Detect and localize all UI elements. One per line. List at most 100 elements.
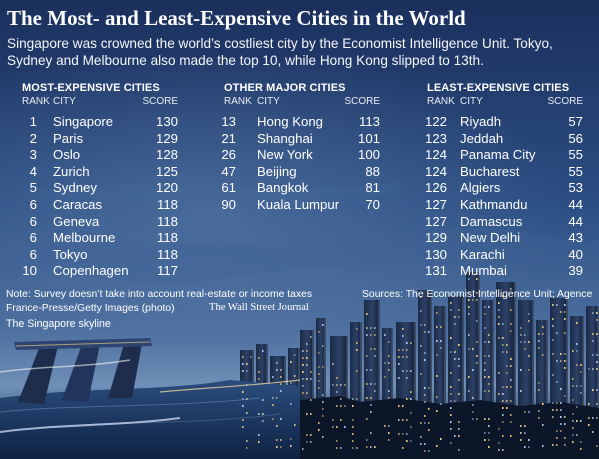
window-light [398, 349, 400, 351]
score-cell: 113 [358, 114, 380, 129]
table-row: 6 Tokyo 118 [22, 247, 182, 264]
window-light [424, 450, 426, 452]
table-row: 6 Geneva 118 [22, 214, 182, 231]
window-light [388, 341, 390, 343]
window-light [552, 444, 554, 446]
window-light [352, 398, 354, 400]
window-light [552, 374, 554, 376]
rank-cell: 6 [29, 246, 37, 262]
window-light [336, 405, 338, 407]
window-light [272, 404, 274, 406]
window-light [528, 411, 530, 413]
window-light [506, 351, 508, 353]
score-header: SCORE [142, 96, 178, 107]
table-row: 1 Singapore 130 [22, 114, 182, 131]
window-light [560, 311, 562, 313]
window-light [310, 441, 312, 443]
window-light [340, 398, 342, 400]
window-light [366, 383, 368, 385]
window-light [366, 334, 368, 336]
window-light [510, 365, 512, 367]
window-light [476, 341, 478, 343]
window-light [322, 401, 324, 403]
window-light [366, 327, 368, 329]
window-light [290, 361, 292, 363]
window-light [552, 304, 554, 306]
window-light [332, 363, 334, 365]
window-light [246, 370, 248, 372]
window-light [410, 391, 412, 393]
window-light [398, 356, 400, 358]
window-light [318, 380, 320, 382]
window-light [406, 433, 408, 435]
window-light [484, 355, 486, 357]
rank-cell: 123 [424, 130, 447, 146]
window-light [424, 331, 426, 333]
page-subtitle: Singapore was crowned the world’s costli… [7, 36, 553, 68]
window-light [306, 350, 308, 352]
window-light [374, 334, 376, 336]
score-cell: 57 [568, 114, 583, 129]
window-light [596, 368, 598, 370]
rank-cell: 5 [29, 180, 37, 196]
skyline-tower [382, 328, 393, 459]
window-light [322, 366, 324, 368]
window-light [502, 414, 504, 416]
window-light [322, 408, 324, 410]
window-light [374, 355, 376, 357]
window-light [498, 442, 500, 444]
window-light [596, 361, 598, 363]
window-light [564, 332, 566, 334]
table-row: 6 Caracas 118 [22, 197, 182, 214]
window-light [352, 426, 354, 428]
window-light [472, 404, 474, 406]
window-light [242, 398, 244, 400]
window-light [262, 399, 264, 401]
window-light [524, 334, 526, 336]
window-light [366, 446, 368, 448]
window-light [406, 349, 408, 351]
window-light [246, 398, 248, 400]
window-light [374, 327, 376, 329]
city-cell: New Delhi [460, 230, 521, 246]
window-light [552, 325, 554, 327]
window-light [502, 386, 504, 388]
window-light [370, 411, 372, 413]
window-light [542, 403, 544, 405]
window-light [410, 440, 412, 442]
window-light [572, 434, 574, 436]
city-cell: Zurich [53, 163, 90, 179]
window-light [556, 444, 558, 446]
window-light [242, 356, 244, 358]
city-cell: Sydney [53, 180, 97, 196]
window-light [366, 418, 368, 420]
window-light [484, 313, 486, 315]
window-light [280, 418, 282, 420]
window-light [280, 439, 282, 441]
window-light [242, 405, 244, 407]
city-cell: Mumbai [460, 263, 507, 279]
window-light [556, 409, 558, 411]
window-light [428, 331, 430, 333]
window-light [560, 409, 562, 411]
window-light [440, 326, 442, 328]
window-light [476, 292, 478, 294]
city-cell: Caracas [53, 196, 103, 212]
window-light [374, 390, 376, 392]
window-light [294, 424, 296, 426]
window-light [302, 392, 304, 394]
window-light [488, 439, 490, 441]
score-header: SCORE [344, 96, 380, 107]
table-row: 124 Bucharest 55 [425, 164, 585, 181]
window-light [472, 348, 474, 350]
window-light [588, 368, 590, 370]
rank-cell: 6 [29, 213, 37, 229]
window-light [402, 419, 404, 421]
window-light [356, 328, 358, 330]
window-light [336, 377, 338, 379]
window-light [352, 405, 354, 407]
window-light [454, 316, 456, 318]
window-light [450, 428, 452, 430]
score-cell: 120 [155, 180, 178, 196]
window-light [592, 389, 594, 391]
